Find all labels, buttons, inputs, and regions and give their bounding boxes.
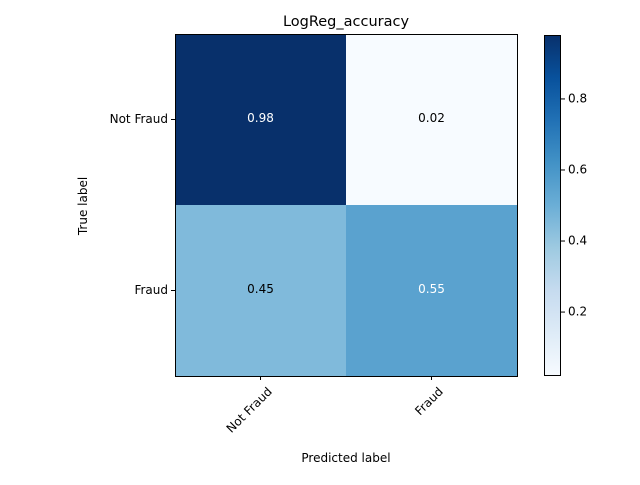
colorbar xyxy=(544,35,561,376)
cell-value-label: 0.98 xyxy=(247,111,274,125)
y-tick-label: Not Fraud xyxy=(110,112,168,126)
colorbar-tick-label: 0.4 xyxy=(568,234,587,248)
colorbar-tick-label: 0.8 xyxy=(568,91,587,105)
colorbar-frame xyxy=(544,35,561,376)
cell-value-label: 0.02 xyxy=(418,111,445,125)
colorbar-ticks: 0.2 0.4 0.6 0.8 xyxy=(561,91,587,319)
heatmap-cell xyxy=(346,34,518,206)
heatmap-cell xyxy=(346,205,518,377)
x-tick-label: Not Fraud xyxy=(224,384,275,435)
x-axis-ticks: Not Fraud Fraud xyxy=(224,376,446,436)
y-tick-label: Fraud xyxy=(134,283,168,297)
y-axis-ticks: Not Fraud Fraud xyxy=(110,112,175,297)
x-tick-label: Fraud xyxy=(412,384,446,418)
plot-frame xyxy=(175,34,518,377)
cell-value-label: 0.55 xyxy=(418,282,445,296)
heatmap-cell xyxy=(175,205,347,377)
cell-value-label: 0.45 xyxy=(247,282,274,296)
x-axis-label: Predicted label xyxy=(301,451,390,465)
colorbar-tick-label: 0.6 xyxy=(568,162,587,176)
y-axis-label: True label xyxy=(76,177,90,236)
heatmap-cell xyxy=(175,34,347,206)
heatmap-cells xyxy=(175,34,518,377)
heatmap-cell-labels: 0.98 0.02 0.45 0.55 xyxy=(247,111,445,296)
colorbar-tick-label: 0.2 xyxy=(568,305,587,319)
chart-title: LogReg_accuracy xyxy=(283,14,410,30)
